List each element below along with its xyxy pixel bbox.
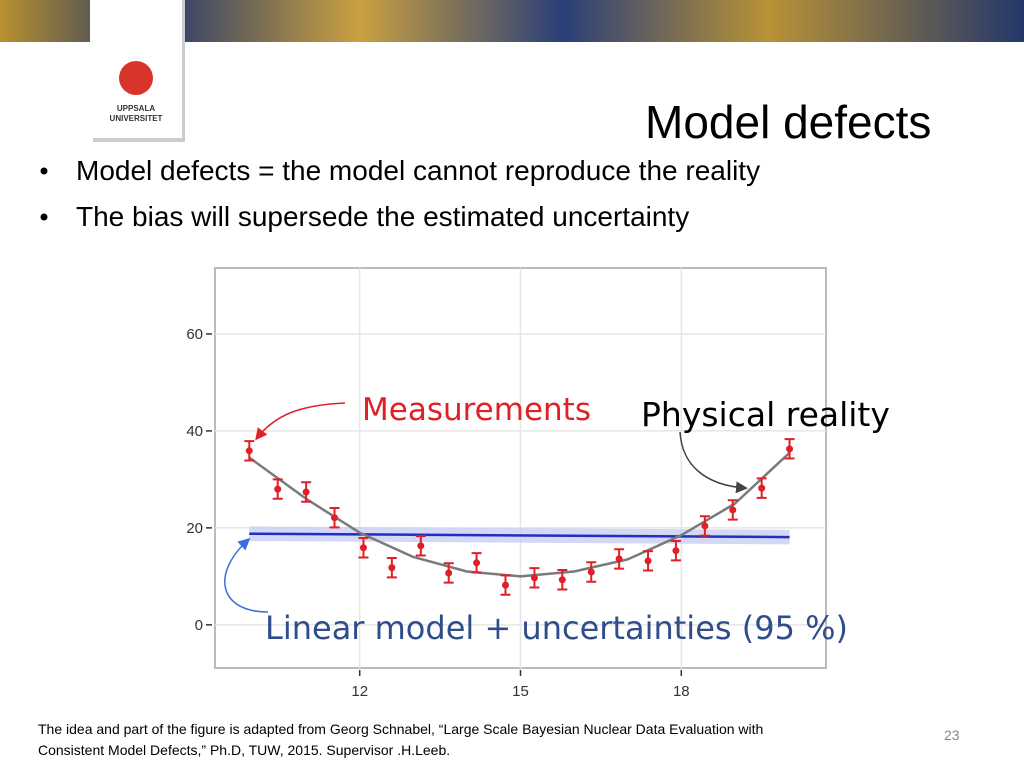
x-tick-label: 12 — [351, 683, 368, 700]
slide-title: Model defects — [645, 96, 931, 148]
measurement-point — [644, 557, 652, 565]
logo-seal — [119, 61, 153, 95]
annotation: Linear model + uncertainties (95 %) — [265, 609, 848, 647]
measurement-point — [359, 544, 367, 552]
measurement-point — [501, 581, 509, 589]
measurement-point — [558, 576, 566, 584]
measurement-point — [672, 547, 680, 555]
y-tick-label: 60 — [186, 326, 203, 343]
footnote: The idea and part of the figure is adapt… — [38, 721, 763, 737]
measurement-point — [729, 506, 737, 514]
measurement-point — [302, 488, 310, 496]
measurement-point — [473, 559, 481, 567]
measurement-point — [245, 447, 253, 455]
logo-text: UNIVERSITET — [110, 114, 163, 123]
measurement-point — [758, 484, 766, 492]
arrow — [224, 537, 269, 613]
y-tick-label: 0 — [195, 617, 203, 634]
bullet-dot — [40, 213, 48, 221]
logo-text: UPPSALA — [117, 104, 155, 113]
plot: 0 20 40 60 12 15 18 — [186, 268, 826, 700]
bullet-dot — [40, 167, 48, 175]
y-tick-label: 40 — [186, 423, 203, 440]
measurement-point — [274, 485, 282, 493]
y-tick-label: 20 — [186, 520, 203, 537]
reality-curve — [248, 451, 791, 578]
measurement-point — [331, 514, 339, 522]
footnote: Consistent Model Defects,” Ph.D, TUW, 20… — [38, 742, 450, 758]
bullet: Model defects = the model cannot reprodu… — [76, 155, 760, 186]
annotation: Physical reality — [641, 395, 890, 434]
arrow — [679, 431, 748, 494]
measurement-point — [530, 574, 538, 582]
linear-model — [249, 532, 790, 539]
measurement-point — [388, 564, 396, 572]
x-tick-label: 15 — [512, 683, 529, 700]
measurement-point — [445, 569, 453, 577]
measurement-point — [587, 568, 595, 576]
measurement-point — [615, 555, 623, 563]
arrow — [255, 402, 346, 441]
measurement-point — [701, 522, 709, 530]
page-number: 23 — [944, 727, 960, 743]
x-tick-label: 18 — [673, 683, 690, 700]
bullet: The bias will supersede the estimated un… — [76, 201, 689, 232]
annotation: Measurements — [362, 392, 591, 428]
measurement-point — [786, 445, 794, 453]
bullets: Model defects = the model cannot reprodu… — [40, 155, 760, 232]
measurement-point — [417, 542, 425, 550]
